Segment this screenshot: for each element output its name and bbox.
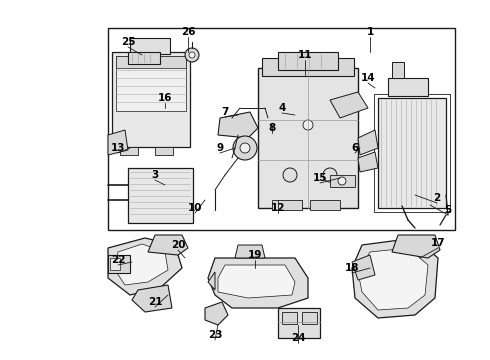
Text: 22: 22 — [111, 255, 125, 265]
Circle shape — [240, 143, 250, 153]
Bar — [262, 58, 354, 76]
Bar — [378, 98, 446, 208]
Text: 21: 21 — [148, 297, 162, 307]
Circle shape — [233, 136, 257, 160]
Bar — [272, 200, 302, 210]
Text: 5: 5 — [444, 205, 452, 215]
Bar — [278, 52, 338, 70]
Bar — [116, 56, 186, 68]
Polygon shape — [132, 285, 172, 312]
Polygon shape — [352, 238, 438, 318]
Circle shape — [338, 177, 346, 185]
Polygon shape — [352, 255, 375, 280]
Polygon shape — [205, 302, 228, 325]
Bar — [120, 147, 138, 155]
Bar — [302, 312, 317, 324]
Polygon shape — [358, 130, 378, 155]
Text: 18: 18 — [345, 263, 359, 273]
Text: 6: 6 — [351, 143, 359, 153]
Text: 11: 11 — [298, 50, 312, 60]
Bar — [130, 38, 170, 54]
Text: 24: 24 — [291, 333, 305, 343]
Bar — [108, 255, 130, 273]
Circle shape — [283, 168, 297, 182]
Text: 15: 15 — [313, 173, 327, 183]
Polygon shape — [208, 258, 308, 308]
Text: 17: 17 — [431, 238, 445, 248]
Polygon shape — [115, 244, 168, 285]
Text: 3: 3 — [151, 170, 159, 180]
Text: 4: 4 — [278, 103, 286, 113]
Bar — [278, 308, 320, 338]
Text: 10: 10 — [188, 203, 202, 213]
Polygon shape — [208, 272, 215, 290]
Bar — [282, 312, 297, 324]
Text: 7: 7 — [221, 107, 229, 117]
Text: 20: 20 — [171, 240, 185, 250]
Bar — [392, 62, 404, 78]
Text: 26: 26 — [181, 27, 195, 37]
Polygon shape — [392, 235, 440, 258]
Text: 14: 14 — [361, 73, 375, 83]
Polygon shape — [235, 245, 265, 258]
Polygon shape — [358, 152, 378, 172]
Bar — [330, 175, 355, 187]
Circle shape — [303, 120, 313, 130]
Polygon shape — [148, 235, 188, 255]
Text: 23: 23 — [208, 330, 222, 340]
Circle shape — [185, 48, 199, 62]
Bar — [108, 28, 455, 230]
Text: 19: 19 — [248, 250, 262, 260]
Bar — [110, 258, 120, 270]
Circle shape — [189, 52, 195, 58]
Bar — [258, 68, 358, 208]
Bar — [310, 200, 340, 210]
Text: 9: 9 — [217, 143, 223, 153]
Bar — [112, 52, 190, 147]
Text: 1: 1 — [367, 27, 374, 37]
Polygon shape — [108, 238, 182, 295]
Bar — [374, 94, 450, 212]
Bar — [128, 168, 193, 223]
Text: 16: 16 — [158, 93, 172, 103]
Bar — [116, 56, 186, 111]
Circle shape — [323, 168, 337, 182]
Bar — [128, 52, 160, 64]
Bar — [155, 147, 173, 155]
Text: 25: 25 — [121, 37, 135, 47]
Text: 8: 8 — [269, 123, 275, 133]
Text: 13: 13 — [111, 143, 125, 153]
Polygon shape — [218, 112, 258, 138]
Polygon shape — [218, 265, 295, 298]
Text: 12: 12 — [271, 203, 285, 213]
Polygon shape — [108, 130, 128, 155]
Bar — [388, 78, 428, 96]
Text: 2: 2 — [433, 193, 441, 203]
Polygon shape — [330, 92, 368, 118]
Polygon shape — [358, 248, 428, 310]
